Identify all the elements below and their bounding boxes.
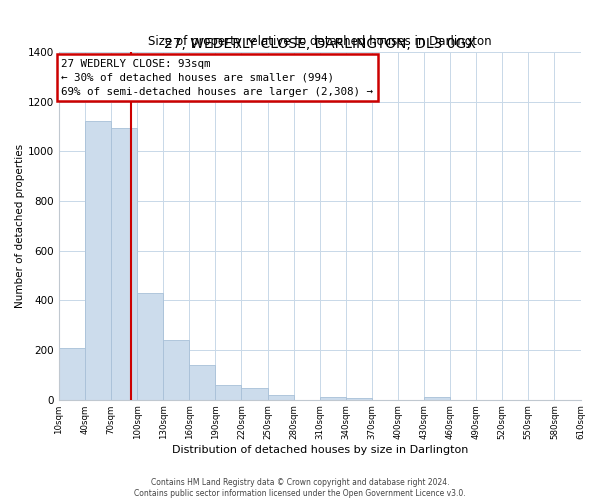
Text: 27 WEDERLY CLOSE: 93sqm
← 30% of detached houses are smaller (994)
69% of semi-d: 27 WEDERLY CLOSE: 93sqm ← 30% of detache… <box>61 59 373 97</box>
Bar <box>424 397 450 400</box>
Bar <box>85 122 111 400</box>
Bar <box>163 340 189 400</box>
Bar <box>268 394 293 400</box>
Bar <box>189 365 215 400</box>
Text: Size of property relative to detached houses in Darlington: Size of property relative to detached ho… <box>148 36 491 49</box>
Bar <box>111 128 137 400</box>
Title: 27, WEDERLY CLOSE, DARLINGTON, DL3 0GX: 27, WEDERLY CLOSE, DARLINGTON, DL3 0GX <box>164 36 476 51</box>
Bar <box>320 397 346 400</box>
Bar <box>215 385 241 400</box>
Bar <box>59 348 85 400</box>
Y-axis label: Number of detached properties: Number of detached properties <box>15 144 25 308</box>
Bar <box>346 398 372 400</box>
Text: Contains HM Land Registry data © Crown copyright and database right 2024.
Contai: Contains HM Land Registry data © Crown c… <box>134 478 466 498</box>
Bar <box>137 293 163 400</box>
Bar <box>241 388 268 400</box>
X-axis label: Distribution of detached houses by size in Darlington: Distribution of detached houses by size … <box>172 445 468 455</box>
